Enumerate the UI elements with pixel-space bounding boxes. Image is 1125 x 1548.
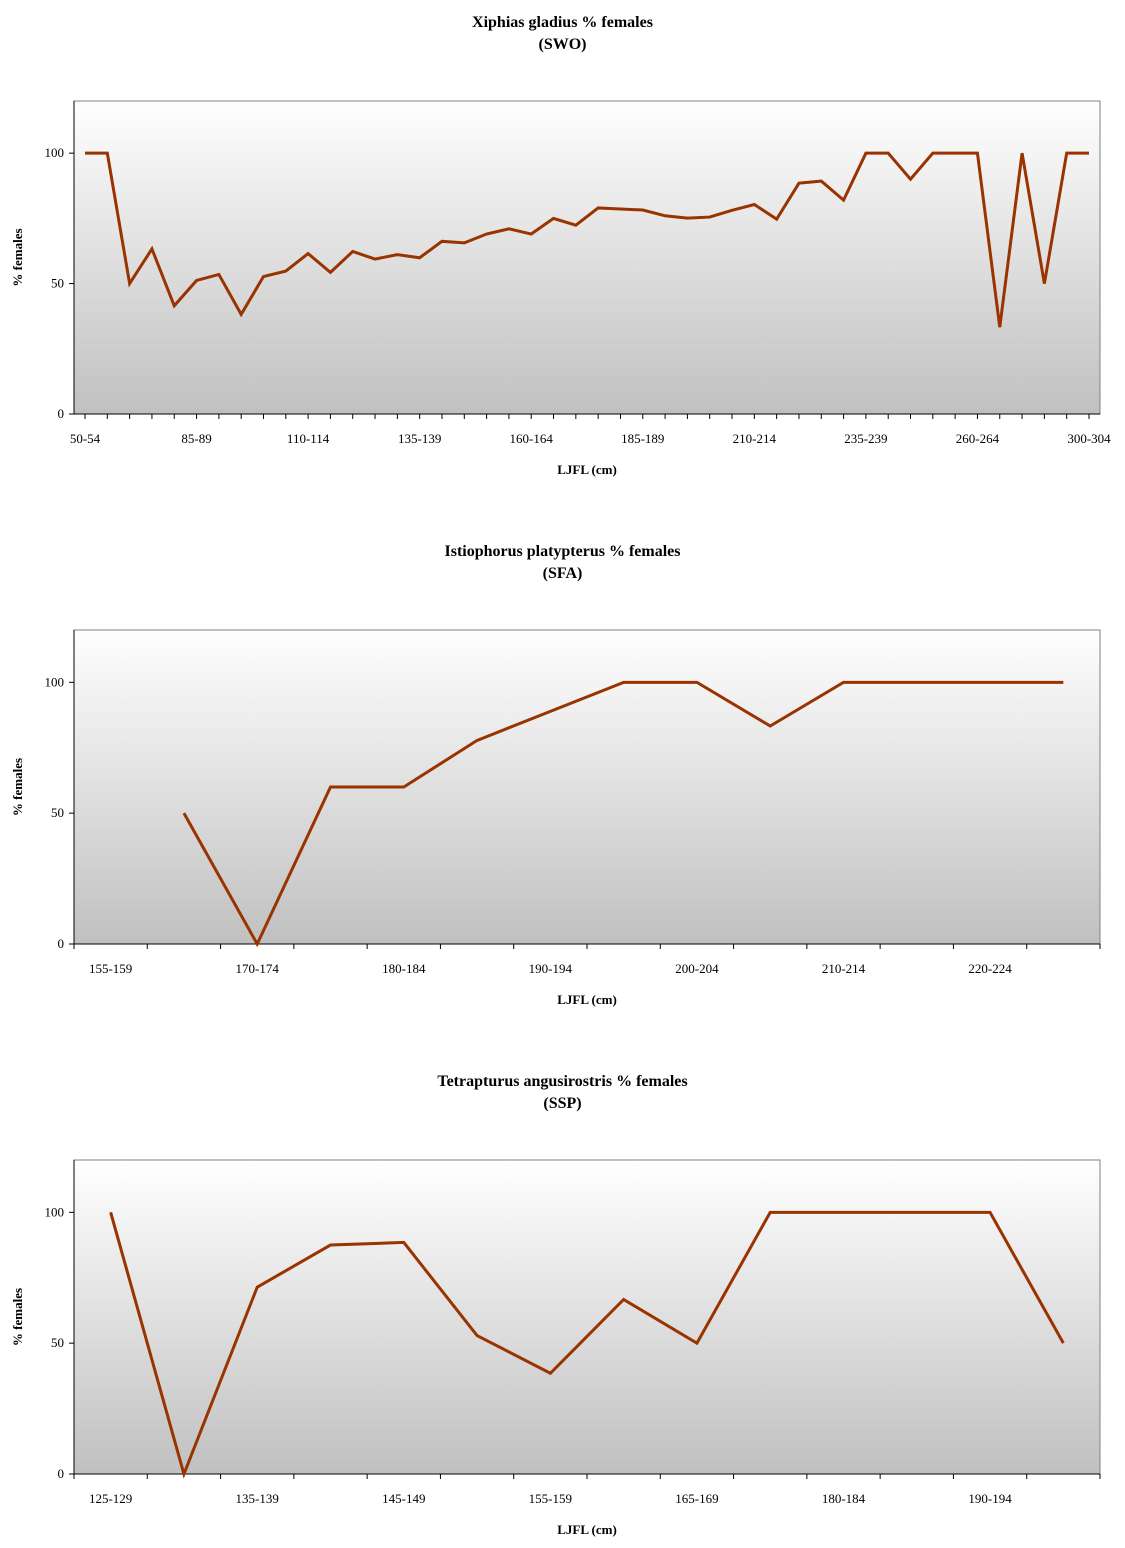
x-tick-label: 110-114 xyxy=(287,431,330,446)
chart-subtitle-swo: (SWO) xyxy=(538,36,587,53)
data-point xyxy=(329,1244,332,1247)
y-tick-label: 0 xyxy=(58,936,65,951)
chart-plot-sfa: 0 50 100 155-159 170-174 180-184 190-194 200-20… xyxy=(10,629,1101,1007)
x-tick-label: 185-189 xyxy=(621,431,664,446)
x-tick-label: 210-214 xyxy=(822,961,866,976)
chart-subtitle-sfa: (SFA) xyxy=(542,565,583,582)
data-point xyxy=(549,1372,552,1375)
data-point xyxy=(402,1241,405,1244)
data-point xyxy=(476,1334,479,1337)
chart-title-sfa: Istiophorus platypterus % females xyxy=(444,543,681,560)
y-axis-title: % females xyxy=(10,228,25,286)
x-tick-label: 135-139 xyxy=(398,431,441,446)
x-tick-label: 190-194 xyxy=(968,1491,1012,1506)
x-tick-label: 260-264 xyxy=(956,431,1000,446)
plot-area xyxy=(73,1159,1101,1475)
x-axis-title: LJFL (cm) xyxy=(557,992,617,1007)
plot-area xyxy=(73,100,1101,415)
data-point xyxy=(256,1286,259,1289)
x-tick-label: 135-139 xyxy=(236,1491,279,1506)
data-point xyxy=(622,1298,625,1301)
x-axis-title: LJFL (cm) xyxy=(557,462,617,477)
series-line xyxy=(182,680,1064,948)
y-tick-label: 50 xyxy=(51,1335,64,1350)
series-line xyxy=(109,1210,1065,1479)
x-tick-label: 235-239 xyxy=(844,431,887,446)
chart-subtitle-ssp: (SSP) xyxy=(543,1095,582,1112)
y-tick-label: 100 xyxy=(45,674,65,689)
data-point xyxy=(842,1211,845,1214)
x-tick-label: 210-214 xyxy=(733,431,777,446)
x-tick-label: 180-184 xyxy=(822,1491,866,1506)
chart-title-swo: Xiphias gladius % females xyxy=(472,14,653,31)
data-point xyxy=(182,1473,185,1476)
y-tick-label: 0 xyxy=(58,1466,65,1481)
data-point xyxy=(1062,1342,1065,1345)
x-tick-label: 200-204 xyxy=(675,961,719,976)
x-tick-label: 85-89 xyxy=(181,431,211,446)
x-tick-label: 50-54 xyxy=(70,431,101,446)
data-point xyxy=(695,1342,698,1345)
x-tick-label: 155-159 xyxy=(529,1491,572,1506)
data-point xyxy=(989,1211,992,1214)
chart-title-ssp: Tetrapturus angusirostris % females xyxy=(437,1073,688,1090)
y-axis-title: % females xyxy=(10,1288,25,1346)
x-tick-label: 170-174 xyxy=(236,961,280,976)
x-tick-label: 160-164 xyxy=(510,431,554,446)
x-axis-title: LJFL (cm) xyxy=(557,1522,617,1537)
x-tick-label: 125-129 xyxy=(89,1491,132,1506)
data-point xyxy=(915,1211,918,1214)
x-tick-label: 190-194 xyxy=(529,961,573,976)
y-axis-title: % females xyxy=(10,758,25,816)
y-tick-label: 50 xyxy=(51,805,64,820)
y-tick-label: 50 xyxy=(51,276,64,291)
y-tick-label: 100 xyxy=(45,145,65,160)
chart-plot-swo: 0 50 100 50-54 85-89 110-114 135-139 160-164 185… xyxy=(10,100,1111,477)
y-tick-label: 0 xyxy=(58,406,65,421)
series-line xyxy=(85,151,1089,328)
x-tick-label: 145-149 xyxy=(382,1491,425,1506)
y-tick-label: 100 xyxy=(45,1204,65,1219)
data-point xyxy=(109,1211,112,1214)
x-tick-label: 155-159 xyxy=(89,961,132,976)
data-point xyxy=(769,1211,772,1214)
x-tick-label: 180-184 xyxy=(382,961,426,976)
x-tick-label: 220-224 xyxy=(968,961,1012,976)
x-tick-label: 165-169 xyxy=(675,1491,718,1506)
x-tick-label: 300-304 xyxy=(1067,431,1111,446)
